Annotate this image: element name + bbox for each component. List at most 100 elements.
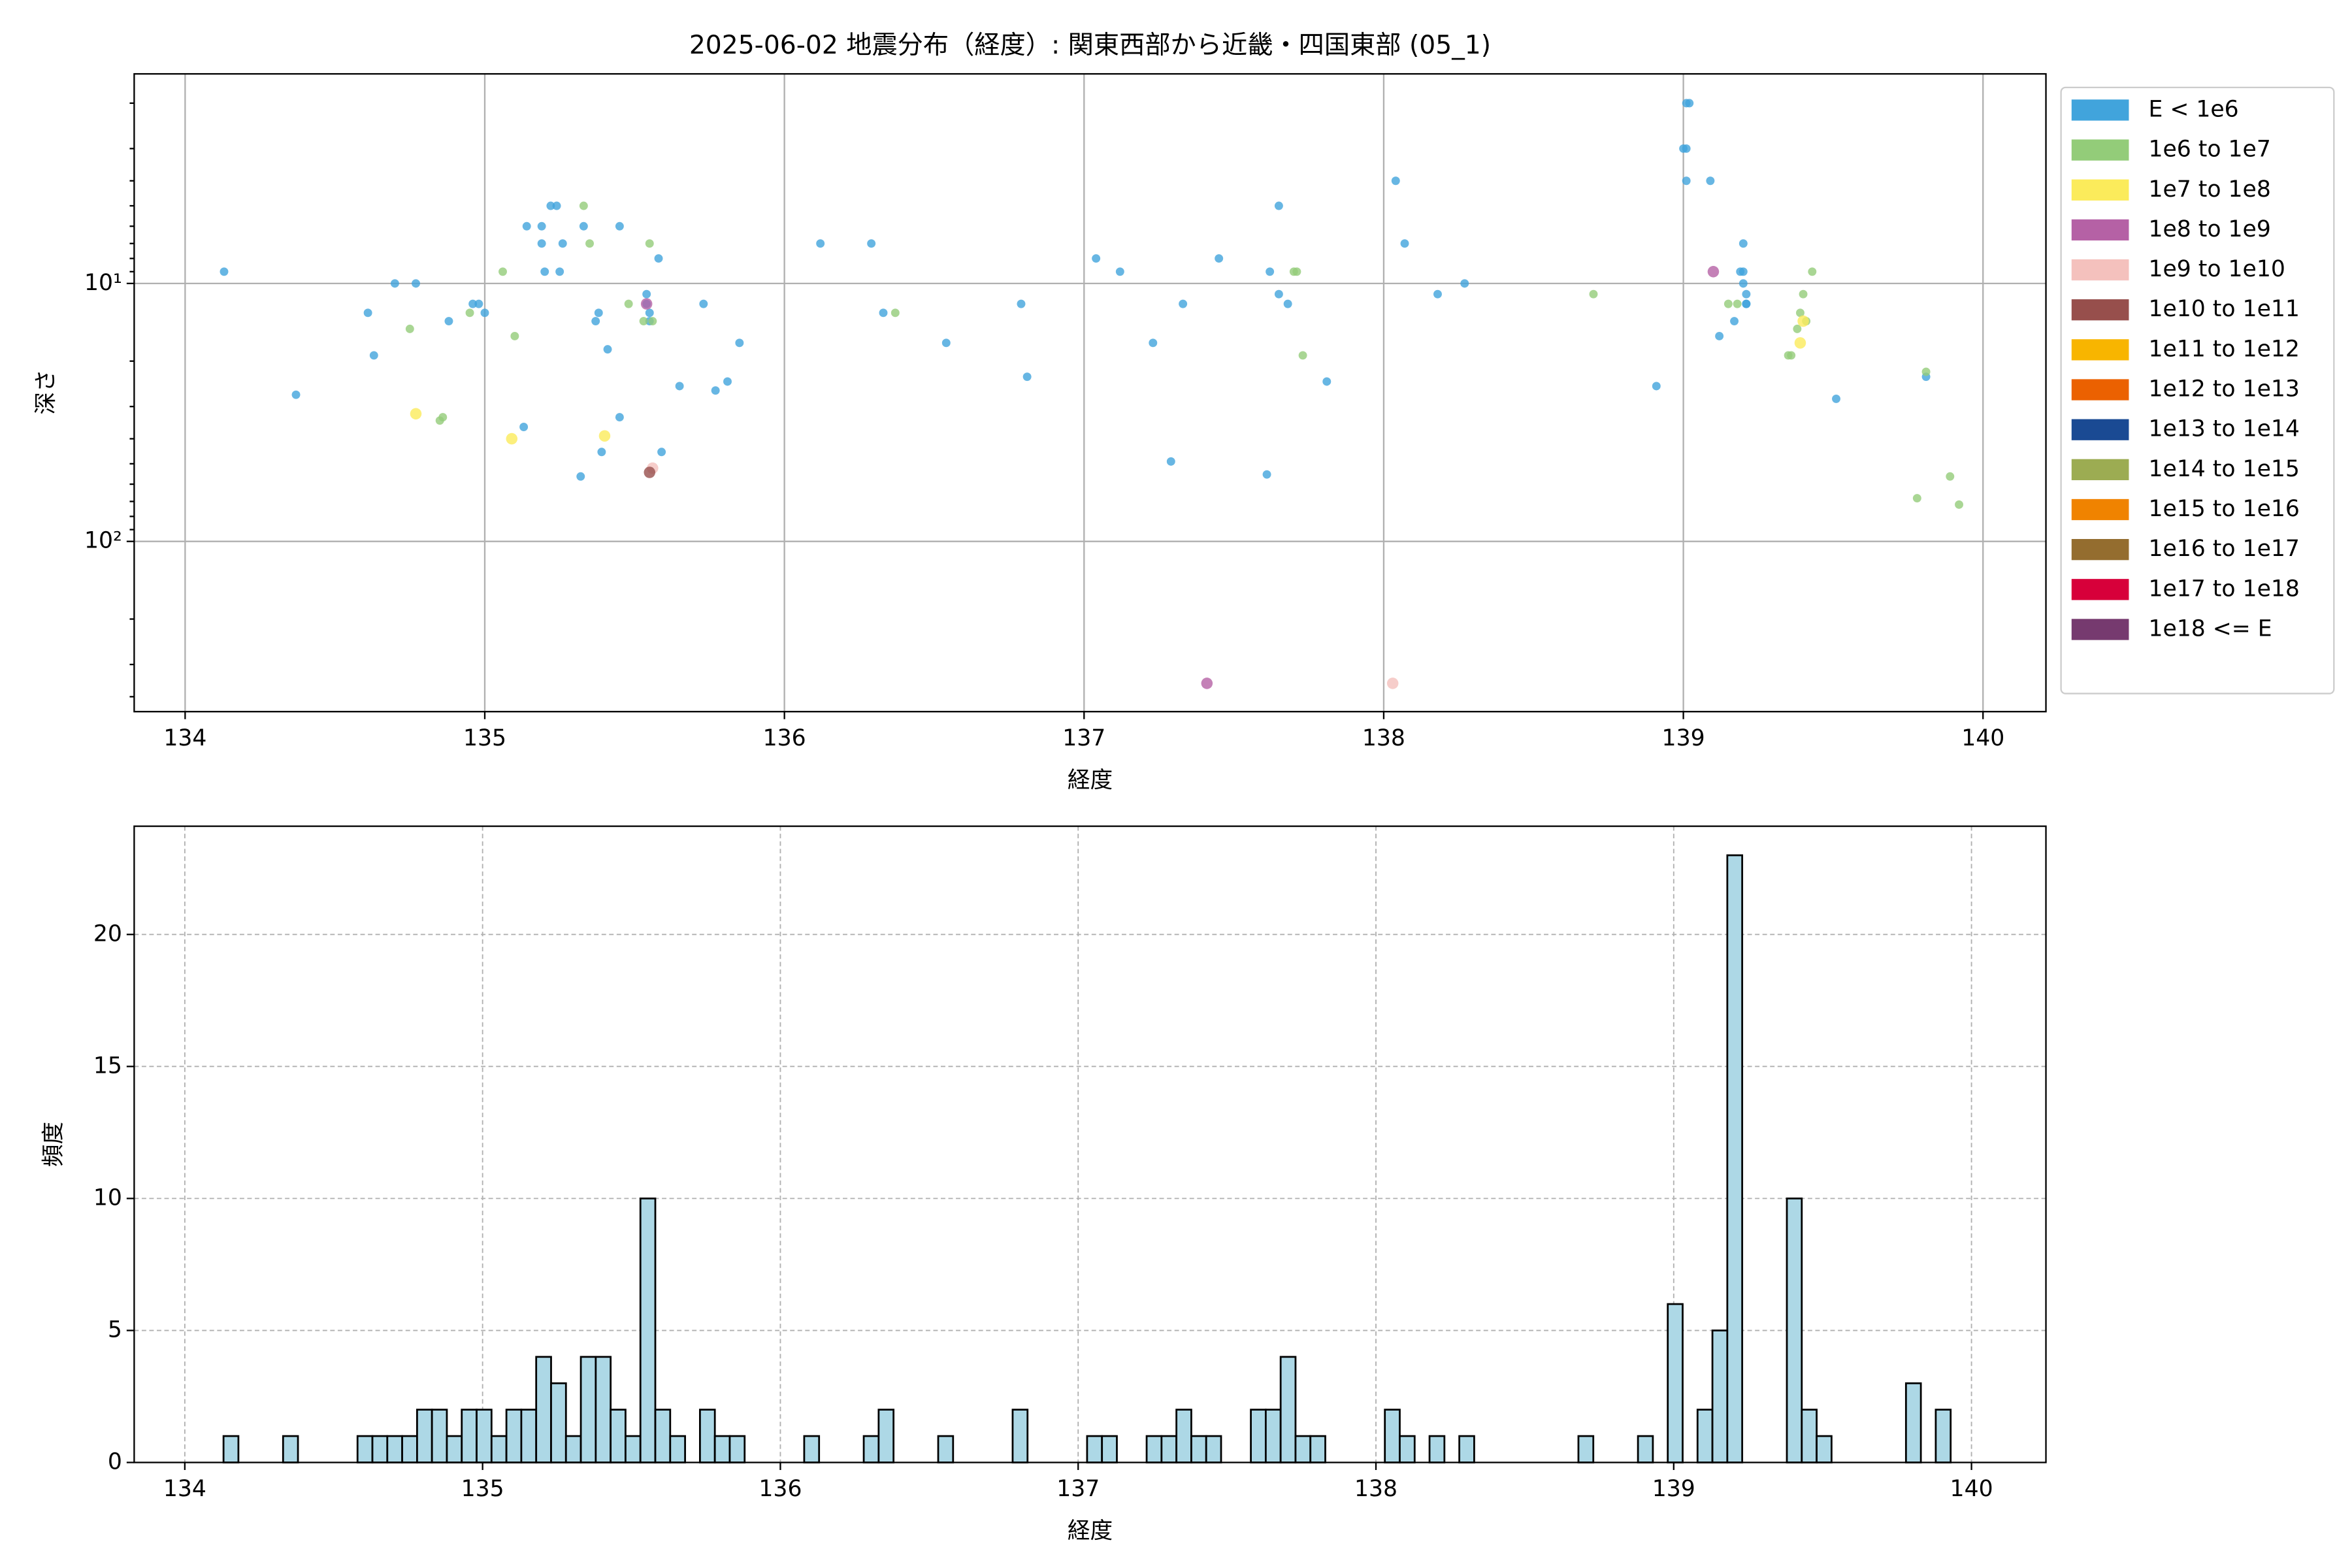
bar xyxy=(862,1435,880,1463)
point xyxy=(1274,289,1283,299)
bar xyxy=(1205,1435,1222,1463)
point xyxy=(519,423,529,431)
point xyxy=(438,413,448,422)
point xyxy=(654,254,663,263)
y-tick-label: 20 xyxy=(93,921,122,947)
legend-swatch xyxy=(2071,299,2129,321)
point xyxy=(1793,324,1802,333)
point xyxy=(1386,678,1399,689)
point xyxy=(615,221,624,231)
point xyxy=(645,308,654,318)
legend-swatch xyxy=(2071,419,2129,440)
bar xyxy=(386,1435,403,1463)
legend-swatch xyxy=(2071,219,2129,241)
legend-label: 1e11 to 1e12 xyxy=(2148,336,2299,362)
point xyxy=(540,267,549,276)
y-tick-label: 5 xyxy=(108,1316,122,1343)
legend-swatch xyxy=(2071,498,2129,521)
point xyxy=(816,239,825,248)
point xyxy=(1742,299,1751,308)
bar xyxy=(431,1409,448,1463)
bar xyxy=(580,1356,597,1463)
point xyxy=(1739,239,1748,248)
legend-label: 1e15 to 1e16 xyxy=(2148,496,2299,522)
bar xyxy=(1935,1409,1952,1463)
point xyxy=(1201,678,1213,689)
legend-label: 1e6 to 1e7 xyxy=(2148,137,2270,163)
point xyxy=(675,382,684,391)
point xyxy=(597,448,606,457)
x-tick-label: 134 xyxy=(163,1476,206,1502)
point xyxy=(1733,299,1742,308)
point xyxy=(1808,267,1817,276)
point xyxy=(1092,254,1101,263)
point xyxy=(1739,279,1748,288)
point xyxy=(1682,144,1691,153)
bar xyxy=(1399,1435,1416,1463)
point xyxy=(1723,299,1733,308)
point xyxy=(1022,372,1032,382)
point xyxy=(510,331,519,340)
legend-swatch xyxy=(2071,579,2129,600)
bar xyxy=(222,1435,240,1463)
bar xyxy=(713,1435,731,1463)
point xyxy=(465,308,474,318)
y-axis-label: 頻度 xyxy=(41,1122,67,1167)
legend-swatch xyxy=(2071,379,2129,400)
point xyxy=(1589,289,1598,299)
bar xyxy=(669,1435,686,1463)
legend-swatch xyxy=(2071,339,2129,361)
point xyxy=(1400,239,1409,248)
point xyxy=(585,239,594,248)
point xyxy=(1115,267,1124,276)
point xyxy=(1921,367,1931,376)
point xyxy=(1912,494,1921,503)
point xyxy=(576,472,585,481)
point xyxy=(405,324,414,333)
point xyxy=(1179,299,1188,308)
point xyxy=(1166,457,1175,466)
y-tick-label: 0 xyxy=(108,1448,122,1475)
point xyxy=(291,390,301,399)
legend-label: E < 1e6 xyxy=(2148,96,2238,122)
bar xyxy=(1264,1409,1282,1463)
bar xyxy=(1190,1435,1207,1463)
y-axis-label: 深さ xyxy=(33,369,59,414)
point xyxy=(1149,338,1158,348)
point xyxy=(1742,289,1751,299)
point xyxy=(699,299,708,308)
y-tick-label: 10 xyxy=(93,1184,122,1211)
bar xyxy=(535,1356,552,1463)
bar xyxy=(1145,1435,1163,1463)
legend-label: 1e10 to 1e11 xyxy=(2148,296,2299,322)
bar xyxy=(282,1435,299,1463)
legend-label: 1e16 to 1e17 xyxy=(2148,536,2299,562)
legend-label: 1e7 to 1e8 xyxy=(2148,176,2270,203)
x-tick-label: 135 xyxy=(461,1476,504,1502)
bar xyxy=(1279,1356,1297,1463)
point xyxy=(1797,315,1809,327)
bar xyxy=(1309,1435,1326,1463)
point xyxy=(598,430,611,442)
point xyxy=(468,299,478,308)
point xyxy=(480,308,489,318)
point xyxy=(723,377,732,386)
bar xyxy=(520,1409,538,1463)
point xyxy=(1795,308,1805,318)
point xyxy=(879,308,888,318)
point xyxy=(1283,299,1292,308)
point xyxy=(615,413,624,422)
bar xyxy=(371,1435,389,1463)
bar xyxy=(446,1435,463,1463)
point xyxy=(1736,267,1745,276)
point xyxy=(1391,176,1400,186)
bar xyxy=(564,1435,582,1463)
x-tick-label: 139 xyxy=(1662,725,1705,751)
point xyxy=(1262,470,1271,479)
bar xyxy=(937,1435,955,1463)
plot-frame xyxy=(133,73,2047,713)
bar xyxy=(476,1409,493,1463)
point xyxy=(657,448,666,457)
